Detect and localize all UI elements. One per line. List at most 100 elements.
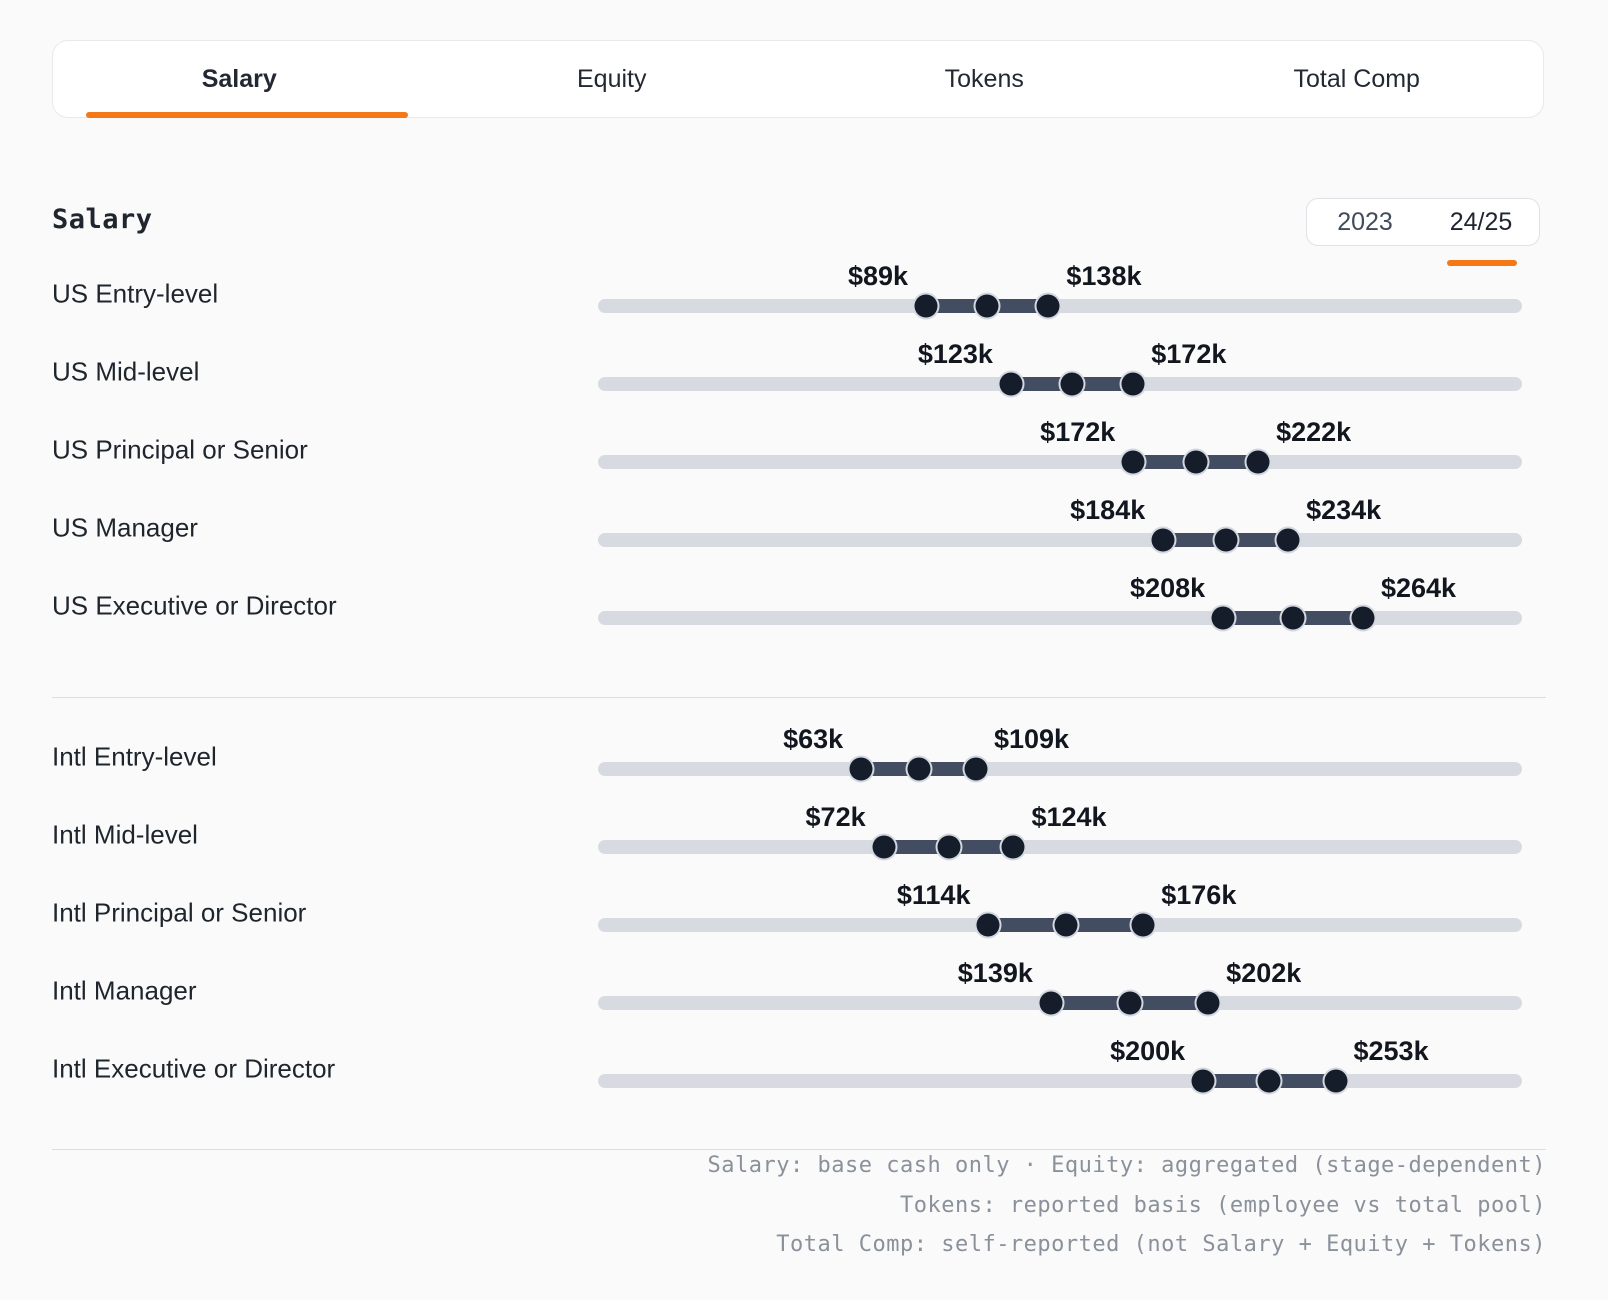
slider-handle-max[interactable] bbox=[1001, 835, 1025, 859]
min-value-label: $200k bbox=[1110, 1036, 1186, 1066]
year-toggle: 2023 24/25 bbox=[1306, 198, 1540, 246]
tab-tokens-label: Tokens bbox=[944, 64, 1024, 93]
slider-track[interactable] bbox=[598, 533, 1522, 547]
row-label: Intl Executive or Director bbox=[52, 1053, 336, 1084]
active-tab-underline bbox=[86, 112, 408, 118]
section-divider bbox=[52, 697, 1546, 698]
intl-salary-rows: Intl Entry-level $63k $109k Intl Mid-lev… bbox=[52, 724, 1546, 1120]
min-value-label: $89k bbox=[847, 261, 909, 291]
slider-handle-min[interactable] bbox=[999, 372, 1023, 396]
max-value-label: $222k bbox=[1276, 417, 1352, 447]
slider-handle-min[interactable] bbox=[1039, 991, 1063, 1015]
slider-handle-max[interactable] bbox=[1246, 450, 1270, 474]
footnote-line: Tokens: reported basis (employee vs tota… bbox=[899, 1192, 1546, 1218]
slider-handle-min[interactable] bbox=[849, 757, 873, 781]
tab-salary-label: Salary bbox=[201, 64, 277, 93]
slider-track[interactable] bbox=[598, 1074, 1522, 1088]
slider-track[interactable] bbox=[598, 840, 1522, 854]
max-value-label: $172k bbox=[1151, 339, 1227, 369]
slider-track[interactable] bbox=[598, 455, 1522, 469]
row-label: US Entry-level bbox=[52, 278, 219, 309]
min-value-label: $208k bbox=[1130, 573, 1206, 603]
slider-track[interactable] bbox=[598, 611, 1522, 625]
salary-range-row: Intl Entry-level $63k $109k bbox=[52, 724, 1546, 808]
min-value-label: $139k bbox=[957, 958, 1033, 988]
tab-equity-label: Equity bbox=[577, 64, 647, 93]
section-title: Salary bbox=[52, 204, 153, 235]
max-value-label: $253k bbox=[1353, 1036, 1429, 1066]
min-value-label: $72k bbox=[805, 802, 866, 832]
footnote-line: Total Comp: self-reported (not Salary + … bbox=[776, 1232, 1546, 1257]
tab-salary[interactable]: Salary bbox=[53, 41, 426, 118]
slider-handle-max[interactable] bbox=[964, 757, 988, 781]
slider-handle-mid bbox=[1184, 450, 1208, 474]
row-label: Intl Mid-level bbox=[52, 819, 198, 850]
slider-handle-max[interactable] bbox=[1121, 372, 1145, 396]
year-option-24-25[interactable]: 24/25 bbox=[1449, 207, 1513, 236]
slider-handle-max[interactable] bbox=[1351, 606, 1375, 630]
salary-range-row: Intl Executive or Director $200k $253k bbox=[52, 1036, 1546, 1120]
row-label: US Principal or Senior bbox=[52, 434, 308, 465]
slider-handle-mid bbox=[907, 757, 931, 781]
max-value-label: $234k bbox=[1306, 495, 1382, 525]
us-salary-rows: US Entry-level $89k $138k US Mid-level $… bbox=[52, 261, 1546, 657]
row-label: US Executive or Director bbox=[52, 590, 337, 621]
min-value-label: $63k bbox=[783, 724, 844, 754]
slider-handle-max[interactable] bbox=[1324, 1069, 1347, 1093]
min-value-label: $184k bbox=[1070, 495, 1146, 525]
row-label: Intl Principal or Senior bbox=[52, 897, 307, 928]
tab-total-comp-label: Total Comp bbox=[1293, 64, 1420, 93]
row-label: US Mid-level bbox=[52, 356, 200, 387]
methodology-footnotes: Salary: base cash only · Equity: aggrega… bbox=[708, 1146, 1546, 1265]
slider-handle-mid bbox=[1054, 913, 1078, 937]
tab-tokens[interactable]: Tokens bbox=[798, 41, 1171, 117]
slider-handle-min[interactable] bbox=[914, 294, 938, 318]
salary-range-row: US Entry-level $89k $138k bbox=[52, 261, 1546, 345]
active-year-underline bbox=[1447, 260, 1517, 266]
row-label: US Manager bbox=[52, 512, 198, 543]
slider-handle-mid bbox=[975, 294, 999, 318]
slider-handle-min[interactable] bbox=[1121, 450, 1145, 474]
tab-equity[interactable]: Equity bbox=[426, 41, 799, 117]
salary-range-row: Intl Principal or Senior $114k $176k bbox=[52, 880, 1546, 964]
slider-handle-min[interactable] bbox=[872, 835, 896, 859]
slider-handle-max[interactable] bbox=[1196, 991, 1220, 1015]
tab-total-comp[interactable]: Total Comp bbox=[1171, 41, 1544, 117]
slider-handle-min[interactable] bbox=[1211, 606, 1235, 630]
slider-handle-mid bbox=[1118, 991, 1142, 1015]
comp-category-tabbar: Salary Equity Tokens Total Comp bbox=[52, 40, 1544, 118]
slider-track[interactable] bbox=[598, 299, 1522, 313]
salary-range-row: US Executive or Director $208k $264k bbox=[52, 573, 1546, 657]
row-label: Intl Entry-level bbox=[52, 741, 217, 772]
year-option-2023[interactable]: 2023 bbox=[1337, 207, 1393, 236]
slider-handle-min[interactable] bbox=[976, 913, 1000, 937]
slider-track[interactable] bbox=[598, 762, 1522, 776]
slider-handle-mid bbox=[1257, 1069, 1281, 1093]
slider-handle-min[interactable] bbox=[1151, 528, 1175, 552]
slider-handle-max[interactable] bbox=[1036, 294, 1060, 318]
slider-handle-mid bbox=[1281, 606, 1305, 630]
salary-range-row: Intl Mid-level $72k $124k bbox=[52, 802, 1546, 886]
slider-handle-mid bbox=[1060, 372, 1084, 396]
slider-handle-mid bbox=[937, 835, 961, 859]
max-value-label: $109k bbox=[993, 724, 1070, 754]
slider-handle-mid bbox=[1214, 528, 1238, 552]
max-value-label: $202k bbox=[1226, 958, 1302, 988]
footnote-line: Salary: base cash only · Equity: aggrega… bbox=[707, 1153, 1546, 1178]
salary-range-row: US Manager $184k $234k bbox=[52, 495, 1546, 579]
slider-handle-max[interactable] bbox=[1276, 528, 1300, 552]
max-value-label: $264k bbox=[1380, 573, 1457, 603]
salary-range-row: US Principal or Senior $172k $222k bbox=[52, 417, 1546, 501]
slider-handle-min[interactable] bbox=[1191, 1069, 1215, 1093]
slider-handle-max[interactable] bbox=[1131, 913, 1155, 937]
max-value-label: $138k bbox=[1066, 261, 1142, 291]
min-value-label: $114k bbox=[896, 880, 971, 910]
max-value-label: $176k bbox=[1161, 880, 1237, 910]
min-value-label: $123k bbox=[917, 339, 993, 369]
max-value-label: $124k bbox=[1031, 802, 1107, 832]
row-label: Intl Manager bbox=[52, 975, 197, 1006]
min-value-label: $172k bbox=[1040, 417, 1116, 447]
footer-divider bbox=[52, 1149, 1546, 1150]
salary-range-row: US Mid-level $123k $172k bbox=[52, 339, 1546, 423]
salary-range-row: Intl Manager $139k $202k bbox=[52, 958, 1546, 1042]
